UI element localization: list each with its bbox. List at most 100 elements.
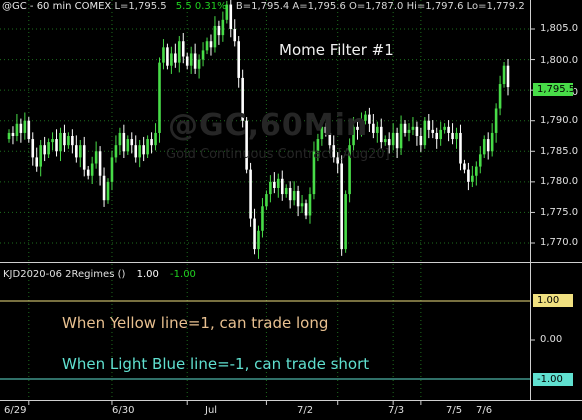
note-long: When Yellow line=1, can trade long <box>62 314 329 332</box>
candle-body <box>23 120 27 133</box>
candle-body <box>174 53 177 63</box>
candle-body <box>360 120 363 130</box>
candle-body <box>471 175 474 182</box>
candle-body <box>486 139 490 152</box>
candle-body <box>269 181 272 195</box>
candle-body <box>31 139 35 158</box>
candle-body <box>312 151 316 195</box>
indicator-value-short: -1.00 <box>170 269 196 280</box>
candle-body <box>455 132 458 140</box>
indicator-short-tag: -1.00 <box>533 373 573 386</box>
candle-body <box>138 145 141 158</box>
candle-body <box>86 169 90 176</box>
y-tick-label: 1,805.0 <box>540 23 579 34</box>
candle-body <box>277 178 280 188</box>
candle-body <box>166 47 169 66</box>
candle-body <box>340 163 343 250</box>
candle-body <box>7 132 11 140</box>
candle-body <box>11 132 15 136</box>
candle-body <box>78 145 82 158</box>
candle-body <box>431 129 435 133</box>
candle-body <box>209 41 213 48</box>
candle-body <box>75 145 78 158</box>
candle-body <box>344 194 347 250</box>
candle-body <box>439 129 442 140</box>
candle-body <box>423 120 427 146</box>
candle-body <box>300 203 304 207</box>
candle-body <box>356 126 359 130</box>
candle-body <box>233 29 237 42</box>
candle-body <box>395 132 399 149</box>
candle-body <box>257 230 260 250</box>
candle-body <box>372 123 375 133</box>
candle-body <box>154 132 157 146</box>
candle-body <box>134 145 138 158</box>
candle-body <box>475 166 478 176</box>
candle-body <box>419 136 423 146</box>
quote-header: @GC - 60 min COMEX L=1,795.5 5.5 0.31% B… <box>2 1 525 12</box>
candle-body <box>189 53 193 66</box>
x-tick-label: 7/2 <box>297 405 314 416</box>
candle-body <box>110 157 114 182</box>
candle-body <box>506 65 510 88</box>
indicator-label: KJD2020-06 2Regimes () <box>3 269 126 280</box>
candle-body <box>39 145 42 167</box>
y-tick-label: 1,770.0 <box>540 237 579 248</box>
candle-body <box>324 126 328 133</box>
candle-body <box>284 187 288 195</box>
candle-body <box>273 181 276 188</box>
candle-body <box>170 53 173 66</box>
candle-body <box>205 41 209 51</box>
candle-body <box>280 178 284 195</box>
candle-body <box>35 157 39 167</box>
candle-body <box>435 132 439 140</box>
indicator-header: KJD2020-06 2Regimes () 1.00 -1.00 <box>3 269 196 280</box>
candle-body <box>229 4 233 29</box>
candle-body <box>98 151 102 176</box>
candle-body <box>411 126 415 130</box>
candle-body <box>364 114 367 121</box>
candle-body <box>292 191 296 201</box>
candle-body <box>201 50 205 60</box>
candle-body <box>253 218 256 250</box>
x-tick-label: 7/3 <box>388 405 405 416</box>
note-short: When Light Blue line=-1, can trade short <box>62 355 370 373</box>
candle-body <box>158 62 161 133</box>
candle-body <box>376 126 379 133</box>
candle-body <box>391 132 395 146</box>
candle-body <box>217 25 221 36</box>
watermark-symbol: @GC,60Min <box>168 108 369 143</box>
candle-body <box>304 203 308 216</box>
quote-details: B=1,795.4 A=1,795.6 O=1,787.0 Hi=1,797.6… <box>235 1 525 12</box>
candle-body <box>320 126 324 140</box>
candle-body <box>502 65 506 85</box>
candle-body <box>71 136 74 146</box>
candle-body <box>237 41 240 78</box>
candle-body <box>265 194 268 207</box>
candle-body <box>415 126 419 136</box>
candle-body <box>308 194 312 216</box>
last-price-tag: 1,795.5 <box>533 83 575 96</box>
candle-body <box>177 41 181 63</box>
candle-body <box>245 120 248 170</box>
candle-body <box>122 132 126 152</box>
y-tick-label: 1,785.0 <box>540 146 579 157</box>
candle-body <box>459 132 462 164</box>
indicator-value-long: 1.00 <box>136 269 159 280</box>
candle-body <box>197 59 201 69</box>
candle-body <box>47 142 50 155</box>
candle-body <box>328 132 332 146</box>
candle-body <box>379 126 383 143</box>
candle-body <box>118 132 122 146</box>
candle-body <box>498 84 502 109</box>
y-tick-label: 1,790.0 <box>540 115 579 126</box>
candle-body <box>467 169 470 182</box>
candle-body <box>249 169 252 219</box>
candle-body <box>490 132 494 152</box>
candle-body <box>225 4 229 20</box>
x-tick-label: Jul <box>205 405 218 416</box>
candle-body <box>261 206 264 231</box>
candle-body <box>387 139 391 146</box>
